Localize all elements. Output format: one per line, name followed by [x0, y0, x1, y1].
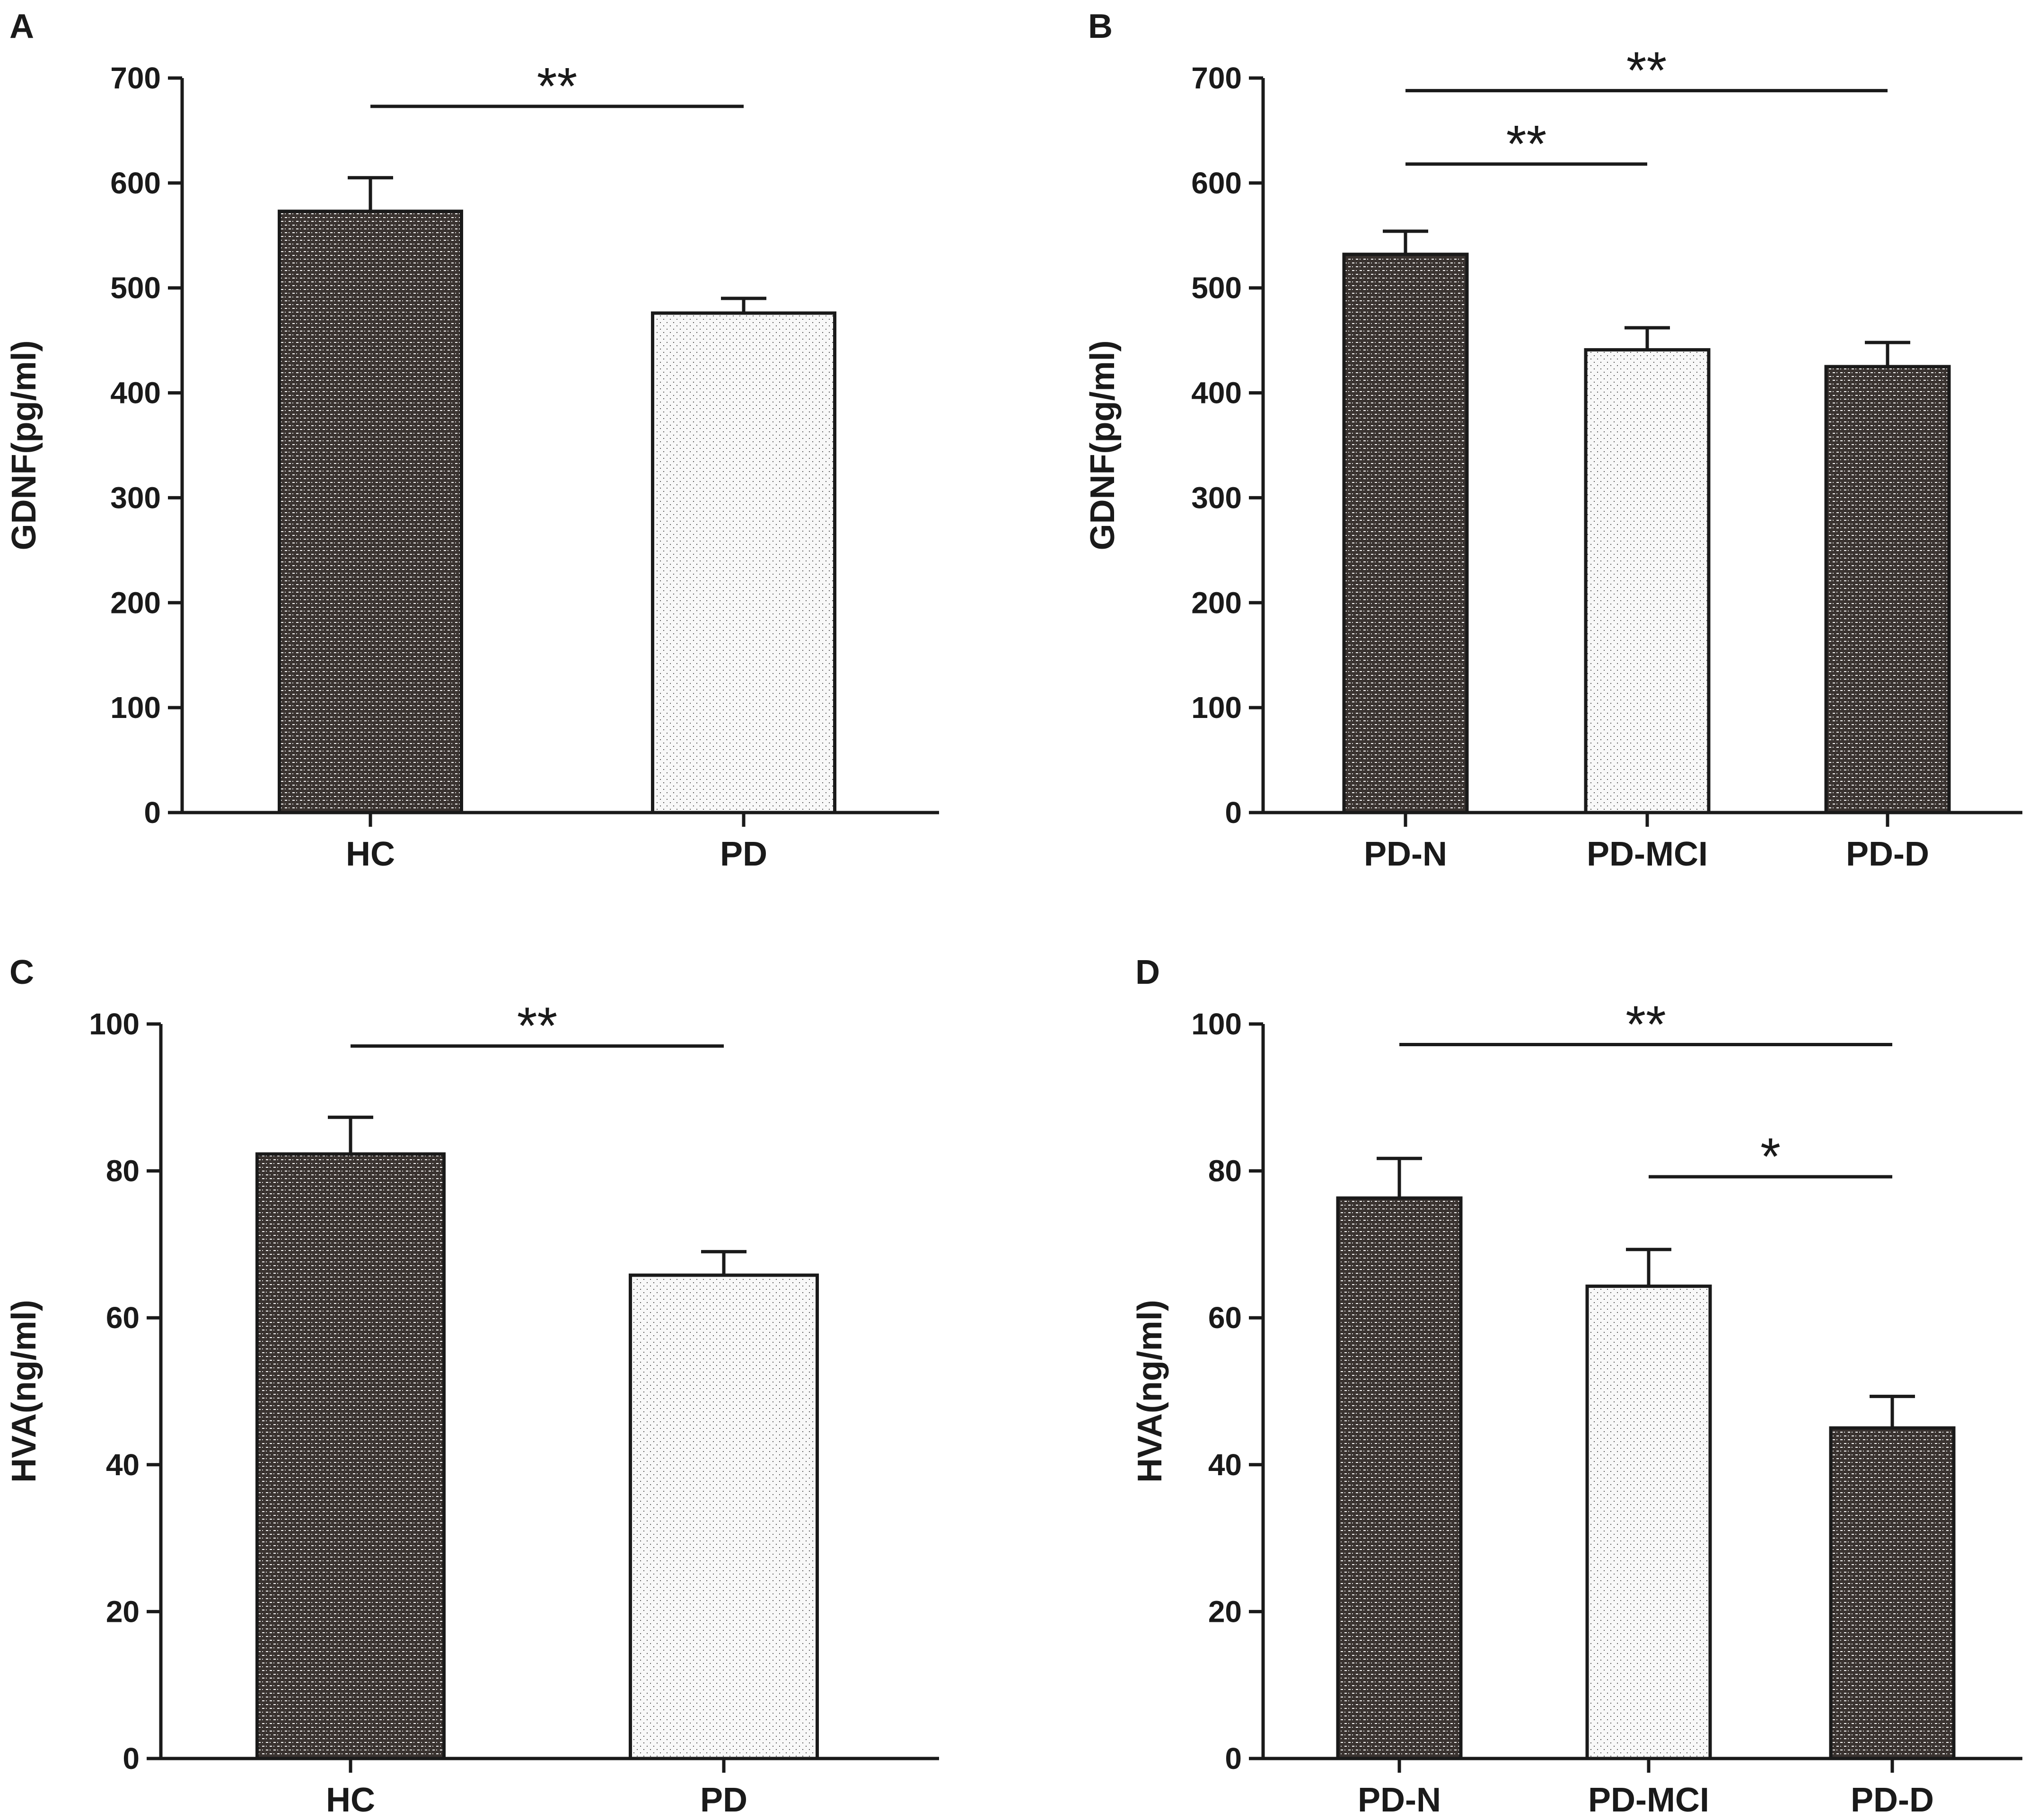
y-tick-label: 80: [106, 1154, 140, 1188]
y-tick-label: 20: [1208, 1594, 1242, 1628]
y-tick-label: 300: [1191, 481, 1242, 515]
y-tick-label: 300: [110, 481, 161, 515]
y-axis-title: HVA(ng/ml): [5, 1300, 43, 1483]
x-tick-label: PD-N: [1364, 835, 1447, 873]
y-tick-label: 60: [1208, 1301, 1242, 1335]
y-tick-label: 500: [110, 271, 161, 305]
y-tick-label: 700: [1191, 61, 1242, 95]
y-tick-label: 600: [1191, 166, 1242, 200]
bar-pd-mci: [1585, 1284, 1712, 1760]
y-tick-label: 0: [1225, 796, 1242, 830]
y-tick-label: 700: [110, 61, 161, 95]
bar-pd-n: [1336, 1196, 1463, 1760]
significance-label: *: [1760, 1128, 1781, 1186]
bar-hc: [255, 1152, 446, 1760]
y-tick-label: 0: [123, 1741, 140, 1776]
significance-label: **: [1506, 115, 1547, 173]
x-tick-label: PD-D: [1851, 1781, 1934, 1819]
y-tick-label: 80: [1208, 1154, 1242, 1188]
y-tick-label: 40: [1208, 1448, 1242, 1482]
x-tick-label: PD: [700, 1781, 747, 1819]
y-tick-label: 20: [106, 1594, 140, 1628]
y-tick-label: 0: [1225, 1741, 1242, 1776]
y-axis-title: GDNF(pg/ml): [1084, 341, 1122, 551]
bar-hc: [278, 210, 463, 814]
panel-label: A: [9, 8, 34, 45]
y-tick-label: 400: [1191, 376, 1242, 410]
panel-label: B: [1088, 8, 1113, 45]
bar-pd-n: [1342, 253, 1469, 814]
x-tick-label: PD-D: [1846, 835, 1929, 873]
significance-label: **: [1626, 42, 1667, 100]
x-tick-label: PD-MCI: [1588, 1781, 1709, 1819]
y-tick-label: 40: [106, 1448, 140, 1482]
bar-pd: [629, 1273, 819, 1760]
bar-pd-d: [1829, 1426, 1956, 1760]
y-axis-title: HVA(ng/ml): [1131, 1300, 1169, 1483]
y-tick-label: 600: [110, 166, 161, 200]
bar-pd-d: [1824, 365, 1951, 814]
y-axis-title: GDNF(pg/ml): [5, 341, 43, 551]
chart-panel-a: A 0 100 200 300 400 500 600 700 GDNF(pg/ml) HC PD **: [5, 8, 939, 873]
x-tick-label: PD-N: [1358, 1781, 1441, 1819]
x-tick-label: PD: [720, 835, 767, 873]
y-tick-label: 400: [110, 376, 161, 410]
significance-label: **: [517, 997, 558, 1055]
chart-panel-b: B 0 100 200 300 400 500 600 700 GDNF(pg/ml) PD-N PD…: [1084, 8, 2022, 873]
bar-pd-mci: [1584, 348, 1711, 814]
x-tick-label: PD-MCI: [1587, 835, 1708, 873]
y-tick-label: 200: [110, 586, 161, 620]
y-tick-label: 100: [89, 1007, 140, 1041]
y-tick-label: 100: [110, 691, 161, 725]
chart-panel-c: C 0 20 40 60 80 100 HVA(ng/ml) HC PD **: [5, 954, 939, 1819]
y-tick-label: 0: [144, 796, 161, 830]
significance-label: **: [1625, 995, 1666, 1053]
panel-label: C: [9, 954, 34, 991]
panel-label: D: [1135, 954, 1160, 991]
x-tick-label: HC: [346, 835, 395, 873]
significance-label: **: [537, 57, 578, 115]
y-tick-label: 100: [1191, 1007, 1242, 1041]
y-tick-label: 100: [1191, 691, 1242, 725]
y-tick-label: 500: [1191, 271, 1242, 305]
y-tick-label: 60: [106, 1301, 140, 1335]
x-tick-label: HC: [326, 1781, 375, 1819]
bar-pd: [651, 311, 836, 814]
y-tick-label: 200: [1191, 586, 1242, 620]
